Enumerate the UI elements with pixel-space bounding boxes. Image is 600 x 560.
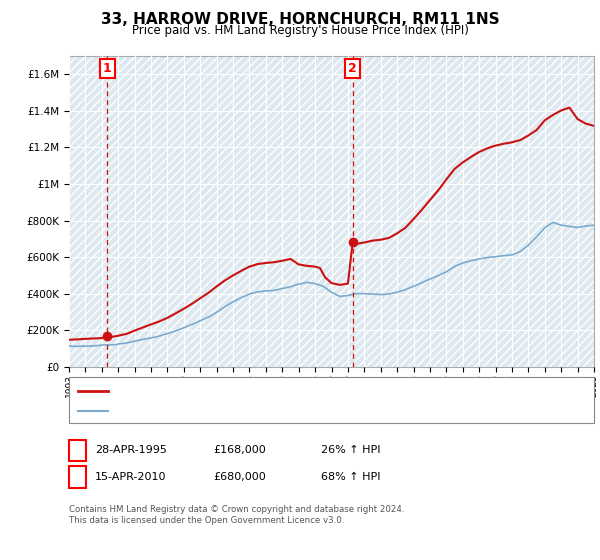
Text: 33, HARROW DRIVE, HORNCHURCH, RM11 1NS: 33, HARROW DRIVE, HORNCHURCH, RM11 1NS [101,12,499,27]
Text: 1: 1 [73,444,82,457]
Text: 26% ↑ HPI: 26% ↑ HPI [321,445,380,455]
Text: HPI: Average price, detached house, Havering: HPI: Average price, detached house, Have… [114,407,354,416]
Text: 15-APR-2010: 15-APR-2010 [95,472,166,482]
Text: 28-APR-1995: 28-APR-1995 [95,445,167,455]
Text: 1: 1 [103,62,112,75]
Text: 33, HARROW DRIVE, HORNCHURCH, RM11 1NS (detached house): 33, HARROW DRIVE, HORNCHURCH, RM11 1NS (… [114,386,454,396]
Text: 2: 2 [348,62,357,75]
Text: Contains HM Land Registry data © Crown copyright and database right 2024.
This d: Contains HM Land Registry data © Crown c… [69,505,404,525]
Text: £680,000: £680,000 [213,472,266,482]
Text: 2: 2 [73,470,82,484]
Text: £168,000: £168,000 [213,445,266,455]
Text: 68% ↑ HPI: 68% ↑ HPI [321,472,380,482]
Text: Price paid vs. HM Land Registry's House Price Index (HPI): Price paid vs. HM Land Registry's House … [131,24,469,37]
